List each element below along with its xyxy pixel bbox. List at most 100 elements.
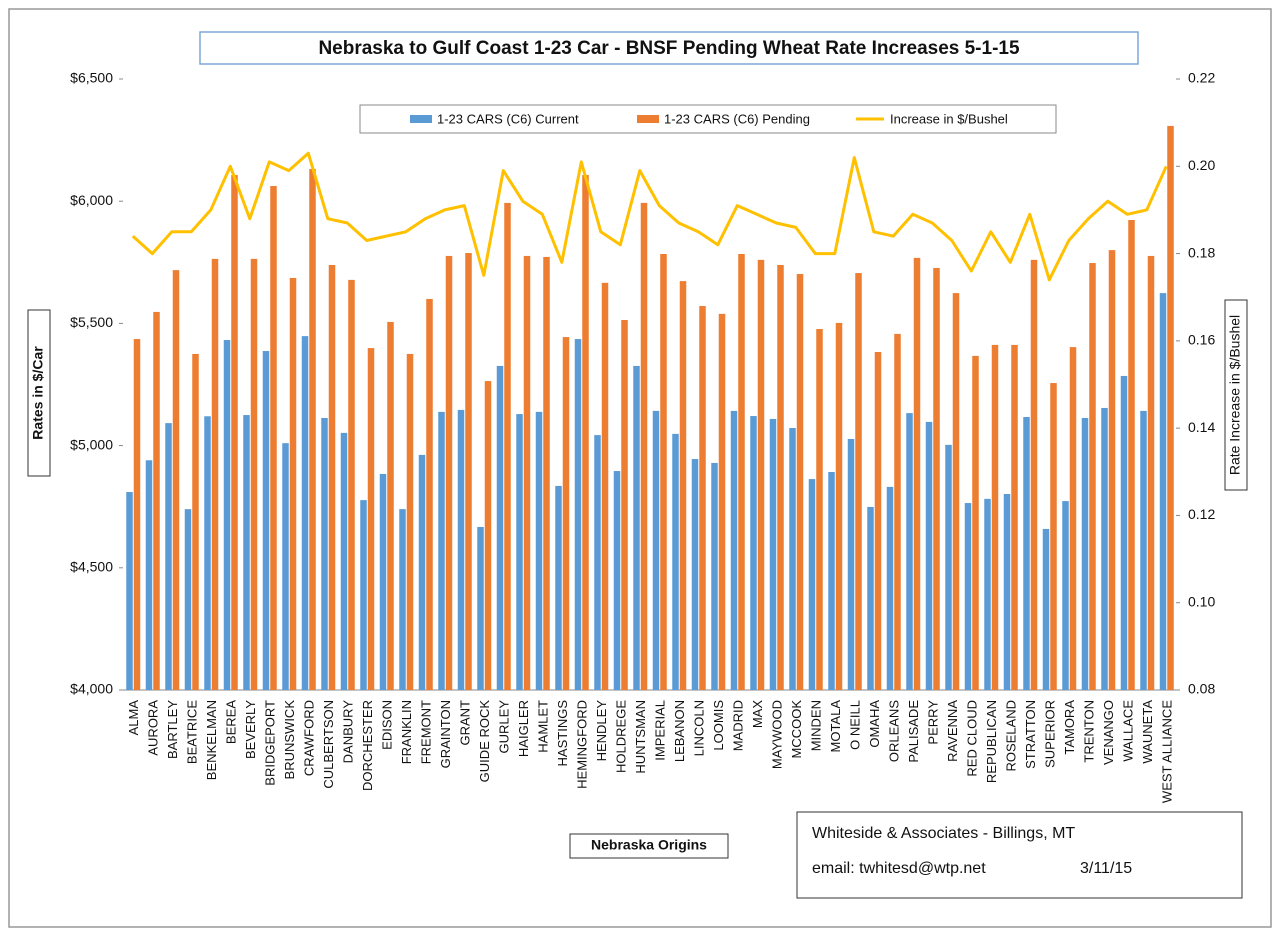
x-tick-label: HENDLEY	[594, 700, 609, 762]
legend-swatch	[637, 115, 659, 123]
x-tick-label: HOLDREGE	[614, 700, 629, 773]
bar	[1108, 250, 1116, 690]
bar	[192, 353, 199, 690]
x-tick-label: STRATTON	[1023, 700, 1038, 769]
bar	[952, 293, 960, 690]
bar	[738, 253, 745, 690]
bar	[1081, 417, 1089, 690]
bar	[1069, 347, 1077, 690]
bar	[223, 340, 231, 690]
bar	[886, 486, 894, 690]
bar	[652, 410, 660, 690]
bar	[816, 329, 823, 690]
bar	[504, 202, 511, 690]
bar	[1062, 501, 1069, 690]
x-tick-label: BARTLEY	[165, 700, 180, 759]
x-tick-label: PERRY	[926, 700, 941, 745]
x-tick-label: WAUNETA	[1140, 700, 1155, 764]
y-axis-label: Rates in $/Car	[30, 346, 46, 440]
bar	[660, 253, 667, 690]
x-tick-label: CULBERTSON	[321, 700, 336, 789]
y2-tick-label: 0.22	[1188, 70, 1215, 86]
x-tick-label: LEBANON	[672, 700, 687, 762]
bar	[204, 416, 211, 690]
bar	[145, 460, 153, 690]
bar	[1023, 417, 1030, 690]
x-tick-label: HEMINGFORD	[575, 700, 590, 789]
bar	[789, 428, 796, 690]
note-box	[796, 811, 1243, 899]
bar	[379, 473, 387, 690]
bar	[340, 432, 348, 690]
y-tick-label: $5,000	[70, 436, 113, 452]
bar	[321, 417, 328, 690]
x-tick-label: DANBURY	[341, 700, 356, 764]
legend-swatch	[410, 115, 432, 123]
line	[131, 151, 1168, 282]
bar	[367, 348, 375, 690]
bar	[153, 311, 160, 690]
bar	[582, 175, 589, 690]
bar	[1011, 344, 1018, 690]
bar	[523, 255, 531, 690]
note: email: twhitesd@wtp.net	[812, 860, 986, 877]
x-tick-label: VENANGO	[1101, 700, 1116, 765]
bar	[769, 418, 777, 690]
x-tick-label: TRENTON	[1082, 700, 1097, 763]
x-tick-label: MCCOOK	[789, 700, 804, 759]
x-tick-label: BEREA	[224, 700, 239, 744]
bar	[796, 274, 804, 690]
legend-label: 1-23 CARS (C6) Pending	[664, 111, 810, 126]
y-tick-label: $4,500	[70, 559, 113, 575]
xlabel-box	[569, 833, 729, 859]
x-tick-label: MOTALA	[828, 700, 843, 753]
bar	[328, 264, 336, 690]
x-tick-label: ALMA	[126, 700, 141, 736]
bar	[1167, 125, 1174, 690]
bar	[777, 264, 784, 690]
bar	[633, 365, 640, 690]
bar	[1159, 293, 1167, 690]
bar	[535, 411, 543, 690]
bar	[126, 492, 133, 690]
bar	[477, 526, 484, 690]
bar	[282, 443, 289, 690]
y2-tick-label: 0.10	[1188, 593, 1215, 609]
x-tick-label: LOOMIS	[711, 700, 726, 751]
bar	[250, 258, 258, 690]
x-tick-label: BRIDGEPORT	[263, 700, 278, 786]
bar	[309, 168, 316, 690]
y2-tick-label: 0.18	[1188, 244, 1215, 260]
x-tick-label: MAYWOOD	[770, 700, 785, 769]
x-tick-label: GRAINTON	[438, 700, 453, 768]
bar	[348, 279, 355, 690]
bar	[1003, 493, 1011, 690]
bar	[360, 500, 367, 690]
bar	[621, 319, 628, 690]
bar	[1042, 528, 1050, 690]
x-tick-label: CRAWFORD	[302, 700, 317, 776]
bar	[1050, 383, 1057, 690]
x-tick-label: FRANKLIN	[399, 700, 414, 764]
bar	[133, 339, 141, 690]
bar	[828, 471, 835, 690]
bar	[601, 282, 609, 690]
bar	[555, 485, 562, 690]
note: 3/11/15	[1080, 860, 1132, 877]
bar	[426, 298, 433, 690]
bar	[484, 381, 492, 690]
bar	[211, 258, 219, 690]
bar	[516, 414, 523, 690]
x-tick-label: HAMLET	[536, 700, 551, 753]
bar	[613, 471, 621, 690]
bar	[1120, 375, 1128, 690]
y-tick-label: $5,500	[70, 314, 113, 330]
x-tick-label: RED CLOUD	[965, 700, 980, 777]
x-axis-label: Nebraska Origins	[591, 837, 707, 853]
bar	[906, 413, 913, 690]
x-tick-label: BENKELMAN	[204, 700, 219, 780]
x-tick-label: O NEILL	[848, 700, 863, 750]
x-tick-label: ROSELAND	[1004, 700, 1019, 772]
